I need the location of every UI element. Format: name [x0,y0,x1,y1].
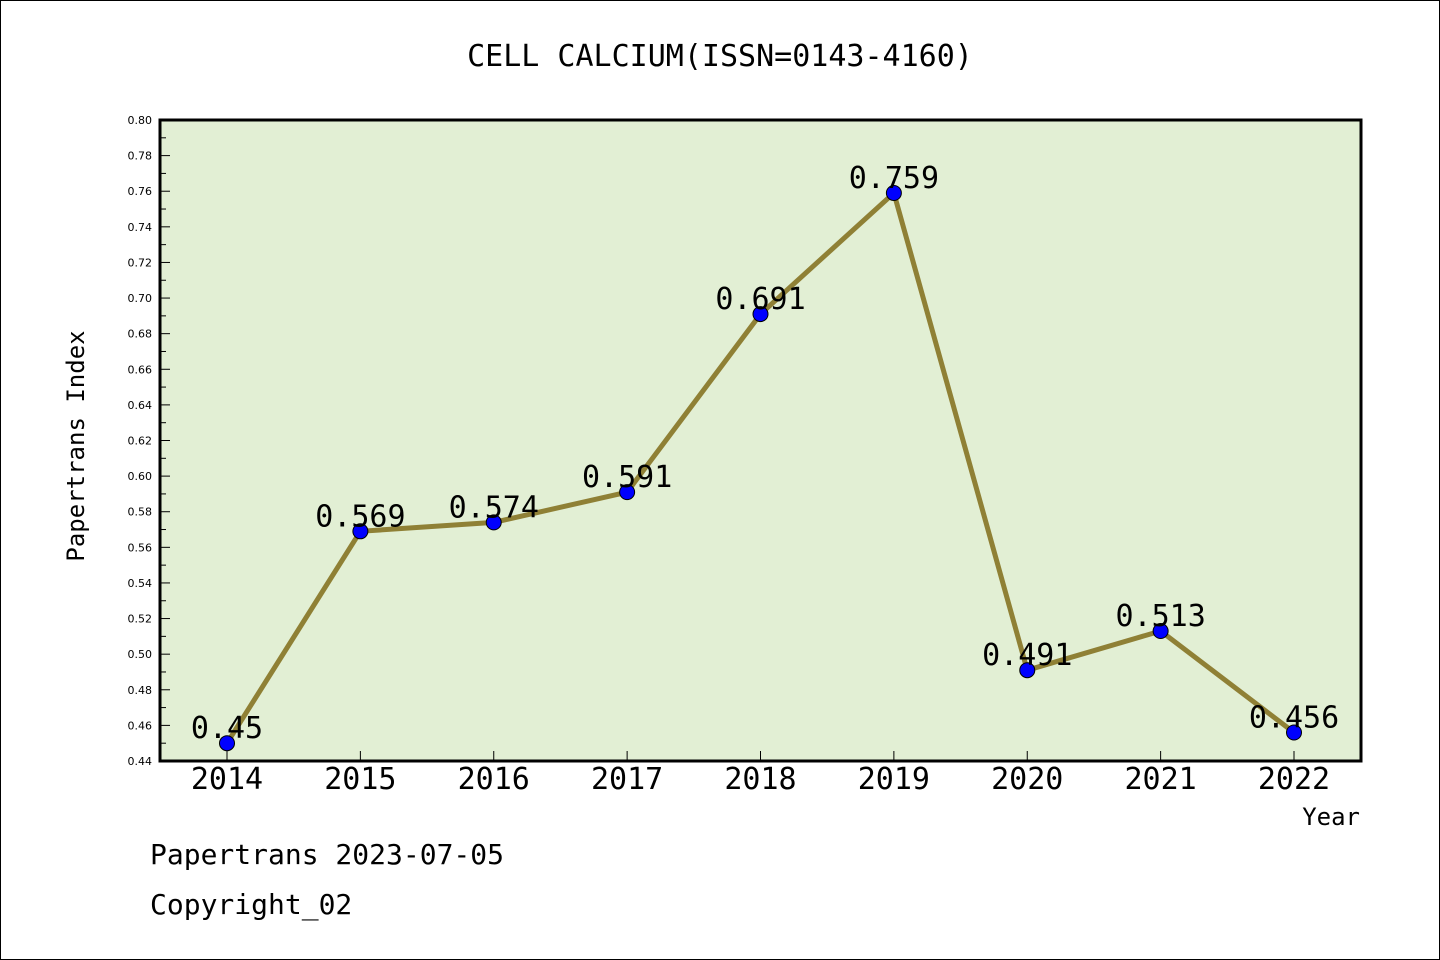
data-label: 0.513 [1115,599,1205,634]
y-tick-label: 0.52 [128,613,153,626]
x-tick-label: 2020 [991,762,1063,797]
y-tick-label: 0.80 [128,114,153,127]
data-point [619,484,636,501]
footer-copyright: Copyright_02 [150,888,352,922]
data-label: 0.491 [982,638,1072,673]
data-label: 0.569 [315,499,405,534]
x-tick-label: 2014 [191,762,263,797]
y-axis: 0.44 0.46 0.48 0.50 0.52 0.54 0.56 0.58 0.60 0.62… [128,114,170,768]
x-axis-label: Year [1302,803,1360,831]
x-axis: 2014 2015 2016 2017 2018 2019 2020 2021 2022 [191,751,1330,797]
data-label: 0.456 [1249,701,1339,736]
y-tick-label: 0.68 [128,328,153,341]
data-point [485,514,502,531]
data-point [1286,724,1302,741]
y-tick-label: 0.62 [128,435,153,448]
x-tick-label: 2015 [324,762,396,797]
series-line-group [219,185,1302,752]
plot-area [158,118,1363,763]
y-tick-label: 0.54 [128,577,153,590]
x-tick-label: 2017 [591,762,663,797]
y-tick-label: 0.58 [128,506,153,519]
y-tick-label: 0.78 [128,150,153,163]
x-tick-label: 2018 [724,762,796,797]
data-label: 0.45 [191,711,263,746]
chart-title: CELL CALCIUM(ISSN=0143-4160) [467,39,973,74]
y-tick-label: 0.64 [128,399,153,412]
data-point [752,306,769,323]
data-point [885,185,902,202]
x-tick-label: 2022 [1258,762,1330,797]
x-tick-label: 2019 [858,762,930,797]
y-tick-label: 0.72 [128,256,153,269]
data-point [1019,662,1036,679]
y-tick-label: 0.60 [128,470,153,483]
x-tick-label: 2021 [1125,762,1197,797]
data-label: 0.591 [582,460,672,495]
y-tick-label: 0.74 [128,221,153,234]
y-tick-label: 0.46 [128,719,153,732]
data-label: 0.691 [715,282,805,317]
data-labels: 0.45 0.569 0.574 0.591 0.691 0.759 0.491 0.513 0… [191,161,1339,746]
y-tick-label: 0.70 [128,292,153,305]
y-tick-label: 0.44 [128,755,153,768]
x-tick-label: 2016 [458,762,530,797]
footer-date: Papertrans 2023-07-05 [150,838,504,871]
y-tick-label: 0.56 [128,541,153,554]
data-point [219,735,235,752]
y-tick-label: 0.66 [128,363,153,376]
y-tick-label: 0.50 [128,648,153,661]
y-tick-label: 0.76 [128,185,153,198]
data-label: 0.759 [849,161,939,196]
data-point [352,523,369,540]
data-label: 0.574 [449,490,539,525]
y-tick-label: 0.48 [128,684,153,697]
y-axis-label: Papertrans Index [62,330,90,561]
data-point [1152,623,1169,640]
